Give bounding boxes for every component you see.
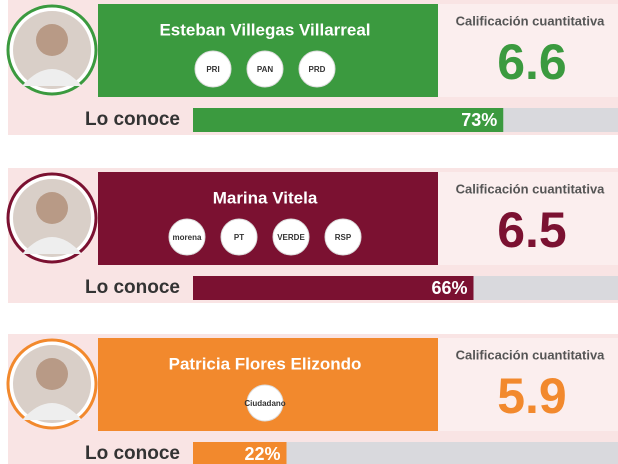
candidate-card: Patricia Flores Elizondo Ciudadano Calific… [8, 334, 618, 464]
know-label: Lo conoce [85, 109, 180, 130]
candidate-name: Esteban Villegas Villarreal [159, 20, 370, 39]
know-label: Lo conoce [85, 277, 180, 298]
candidate-card: Esteban Villegas Villarreal PRI PAN PRD Cali… [8, 0, 618, 135]
rating-label: Calificación cuantitativa [456, 181, 606, 196]
candidate-name: Patricia Flores Elizondo [169, 354, 362, 373]
rating-label: Calificación cuantitativa [456, 347, 606, 362]
know-bar [193, 108, 503, 132]
photo-head [36, 192, 68, 224]
photo-head [36, 358, 68, 390]
party-name: RSP [335, 233, 352, 242]
name-band [98, 172, 438, 265]
party-name: PAN [257, 65, 274, 74]
infographic: Esteban Villegas Villarreal PRI PAN PRD Cali… [0, 0, 618, 464]
party-name: VERDE [277, 233, 305, 242]
party-name: PRI [206, 65, 219, 74]
photo-head [36, 24, 68, 56]
know-value-label: 66% [431, 278, 467, 298]
party-name: PT [234, 233, 244, 242]
know-value-label: 73% [461, 110, 497, 130]
rating-label: Calificación cuantitativa [456, 13, 606, 28]
party-name: PRD [309, 65, 326, 74]
candidate-card: Marina Vitela morena PT VERDE RSP Calificació… [8, 168, 618, 303]
party-name: morena [173, 233, 202, 242]
rating: 6.6 [497, 34, 567, 90]
party-name: Ciudadano [244, 399, 285, 408]
know-label: Lo conoce [85, 443, 180, 464]
candidate-name: Marina Vitela [213, 188, 318, 207]
rating: 6.5 [497, 202, 567, 258]
know-value-label: 22% [244, 444, 280, 464]
rating: 5.9 [497, 368, 567, 424]
